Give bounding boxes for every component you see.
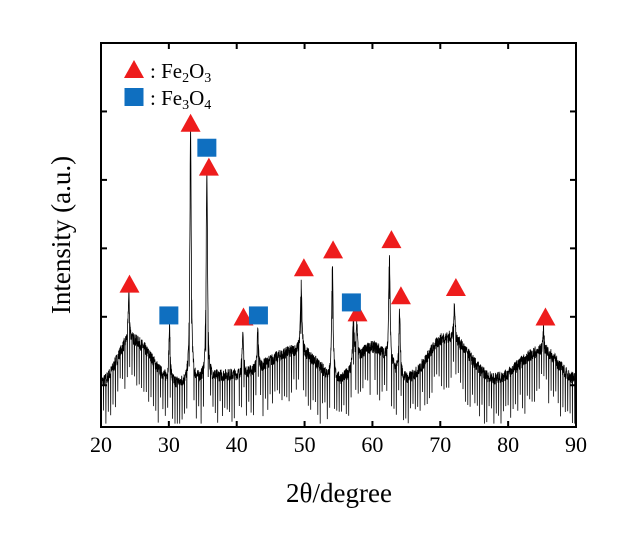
x-tick-label: 20 (90, 432, 112, 457)
legend-label: : Fe3O4 (150, 86, 211, 113)
x-tick-label: 70 (429, 432, 451, 457)
fe3o4-square-marker (159, 306, 179, 325)
fe2o3-triangle-marker (445, 278, 466, 297)
fe2o3-triangle-marker (119, 274, 140, 293)
x-tick-label: 40 (226, 432, 248, 457)
legend-label: : Fe2O3 (150, 59, 211, 86)
x-tick-label: 50 (294, 432, 316, 457)
fe2o3-triangle-marker (381, 230, 402, 249)
fe2o3-triangle-marker (180, 113, 201, 132)
y-axis-ticks (101, 110, 576, 387)
fe2o3-triangle-marker (293, 258, 314, 277)
fe2o3-triangle-marker (347, 303, 368, 322)
fe3o4-square-marker (341, 293, 361, 312)
legend-square-icon (124, 88, 144, 106)
x-axis-ticks: 20 30 40 50 60 70 80 90 (90, 43, 587, 457)
fe2o3-triangle-marker (535, 307, 556, 326)
fe2o3-triangle-marker (198, 157, 219, 176)
fe2o3-triangle-marker (390, 286, 411, 305)
legend-triangle-icon (124, 60, 144, 78)
x-tick-label: 60 (361, 432, 383, 457)
xrd-line (100, 128, 577, 424)
legend: : Fe2O3: Fe3O4 (124, 59, 211, 113)
x-tick-label: 80 (497, 432, 519, 457)
plot-frame (100, 42, 577, 428)
xrd-pattern-line (100, 128, 577, 424)
x-tick-label: 90 (565, 432, 587, 457)
fe2o3-triangle-marker (323, 240, 344, 259)
fe3o4-square-marker (248, 306, 268, 325)
fe2o3-triangle-marker (233, 307, 254, 326)
phase-markers (119, 113, 556, 326)
y-axis-label: Intensity (a.u.) (46, 156, 76, 314)
x-axis-label: 2θ/degree (286, 478, 392, 508)
fe3o4-square-marker (197, 138, 217, 157)
x-tick-label: 30 (158, 432, 180, 457)
